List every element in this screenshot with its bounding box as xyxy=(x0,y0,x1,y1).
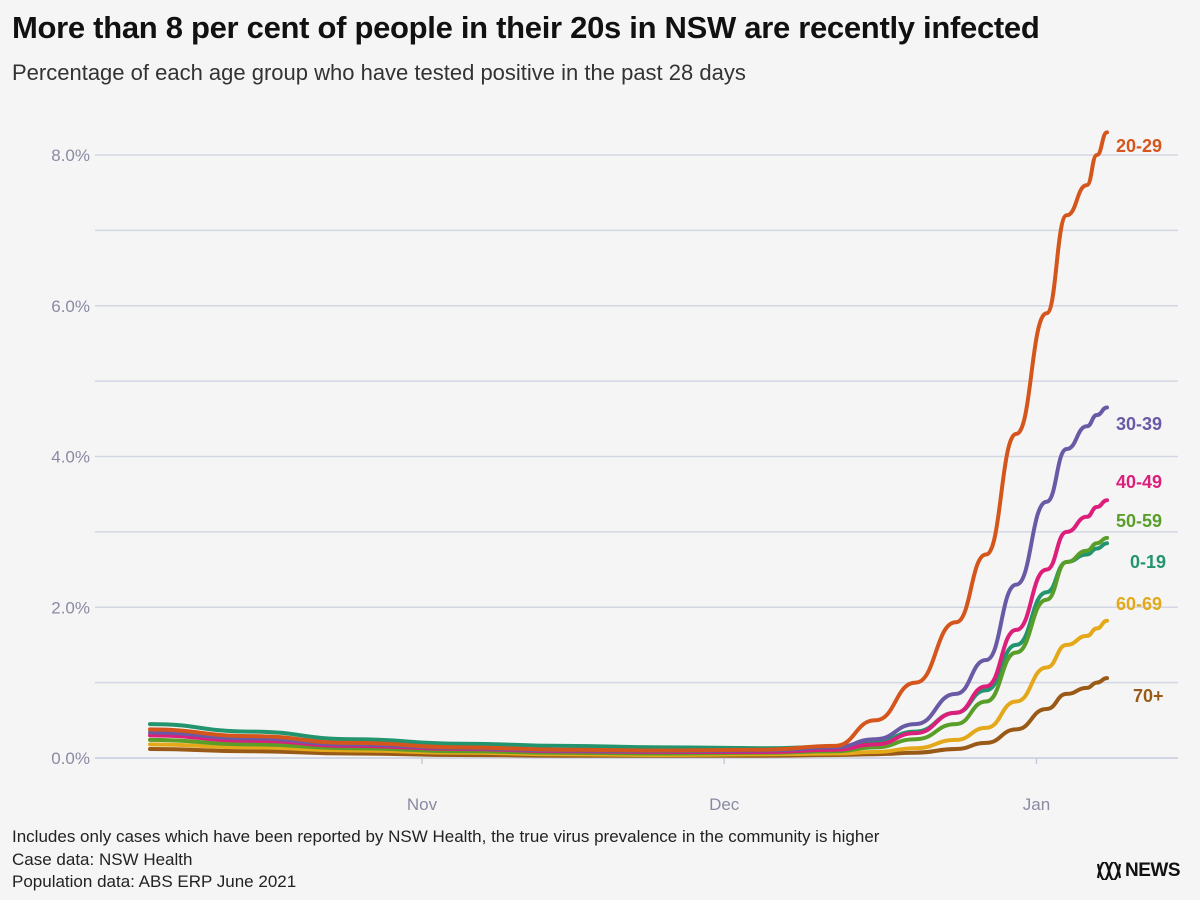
logo-text: NEWS xyxy=(1125,860,1181,881)
series-line-50-59 xyxy=(148,535,1109,756)
footer-case-source: Case data: NSW Health xyxy=(12,849,193,869)
footer-population-source: Population data: ABS ERP June 2021 xyxy=(12,872,297,891)
y-tick-label: 4.0% xyxy=(51,448,90,467)
series-label: 0-19 xyxy=(1130,552,1166,572)
series-line-30-39 xyxy=(148,405,1109,754)
x-tick-label: Jan xyxy=(1023,795,1050,814)
chart-subtitle: Percentage of each age group who have te… xyxy=(12,60,746,85)
y-tick-label: 6.0% xyxy=(51,297,90,316)
series-label: 50-59 xyxy=(1116,511,1162,531)
x-tick-label: Nov xyxy=(407,795,438,814)
x-tick-label: Dec xyxy=(709,795,740,814)
abc-news-logo: NEWS xyxy=(1096,860,1181,882)
series-label: 40-49 xyxy=(1116,472,1162,492)
series-label: 30-39 xyxy=(1116,414,1162,434)
y-tick-label: 0.0% xyxy=(51,749,90,768)
series-label: 70+ xyxy=(1133,686,1164,706)
series-label: 20-29 xyxy=(1116,136,1162,156)
chart-footer: Includes only cases which have been repo… xyxy=(12,826,879,894)
series-line-20-29 xyxy=(148,130,1109,753)
abc-lissajous-icon xyxy=(1096,862,1122,880)
series-line-40-49 xyxy=(148,498,1109,754)
y-tick-label: 8.0% xyxy=(51,146,90,165)
series-line-0-19 xyxy=(148,541,1109,751)
footer-note: Includes only cases which have been repo… xyxy=(12,827,880,846)
y-tick-label: 2.0% xyxy=(51,598,90,617)
series-label: 60-69 xyxy=(1116,594,1162,614)
chart-title: More than 8 per cent of people in their … xyxy=(12,10,1040,45)
